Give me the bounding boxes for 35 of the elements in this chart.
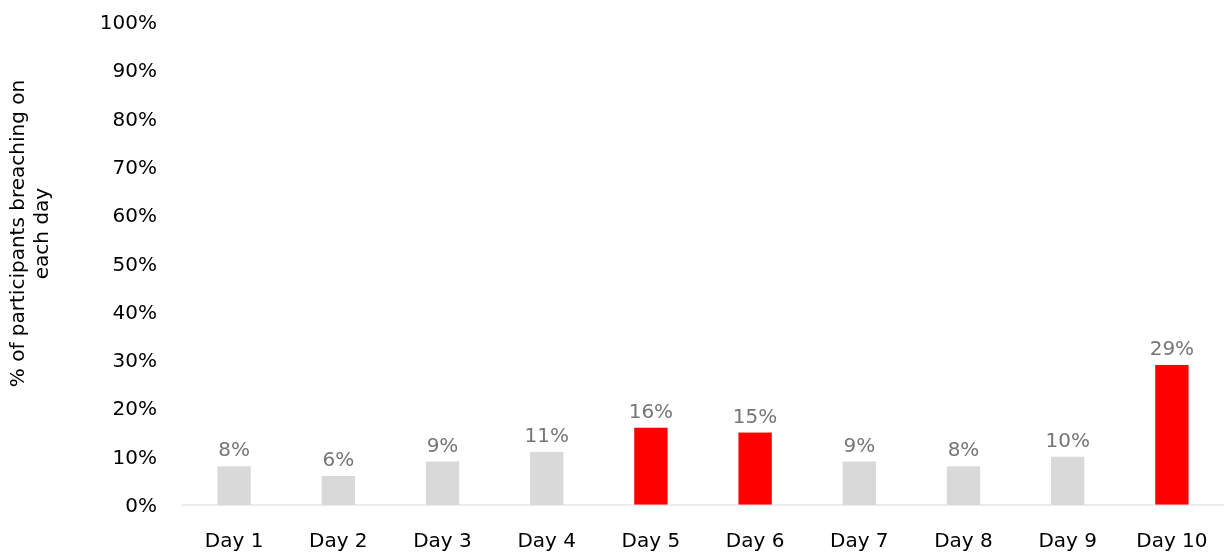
bar bbox=[634, 427, 668, 505]
y-tick-label: 80% bbox=[112, 106, 157, 131]
y-tick-label: 90% bbox=[112, 58, 157, 83]
data-label: 15% bbox=[732, 403, 778, 428]
data-label: 8% bbox=[218, 437, 250, 462]
x-tick-label: Day 10 bbox=[1136, 528, 1208, 552]
data-label: 11% bbox=[524, 422, 569, 447]
x-tick-label: Day 4 bbox=[517, 528, 576, 552]
x-tick-label: Day 1 bbox=[204, 528, 264, 552]
y-tick-label: 30% bbox=[112, 348, 157, 373]
data-label: 29% bbox=[1149, 335, 1195, 360]
y-tick-label: 60% bbox=[112, 203, 157, 228]
x-tick-label: Day 7 bbox=[830, 528, 889, 552]
x-tick-label: Day 9 bbox=[1038, 528, 1097, 552]
y-tick-label: 10% bbox=[112, 444, 157, 469]
y-tick-label: 100% bbox=[99, 10, 157, 34]
bar bbox=[1155, 364, 1189, 505]
data-label: 8% bbox=[947, 437, 980, 462]
x-tick-label: Day 3 bbox=[413, 528, 472, 552]
x-tick-label: Day 6 bbox=[725, 528, 785, 552]
data-label: 6% bbox=[322, 447, 355, 472]
y-tick-label: 40% bbox=[112, 299, 157, 324]
y-tick-label: 70% bbox=[112, 154, 157, 179]
data-label: 9% bbox=[843, 432, 876, 457]
y-tick-label: 50% bbox=[112, 251, 157, 276]
x-tick-label: Day 2 bbox=[309, 528, 368, 552]
data-label: 9% bbox=[426, 432, 459, 457]
y-tick-label: 20% bbox=[112, 396, 157, 421]
y-axis-title: % of participants breaching on each day bbox=[5, 79, 53, 388]
x-tick-label: Day 5 bbox=[621, 528, 681, 552]
bar bbox=[738, 432, 772, 505]
y-tick-label: 0% bbox=[125, 493, 157, 517]
x-tick-label: Day 8 bbox=[934, 528, 993, 552]
data-label: 10% bbox=[1045, 427, 1090, 452]
data-label: 16% bbox=[628, 398, 674, 423]
